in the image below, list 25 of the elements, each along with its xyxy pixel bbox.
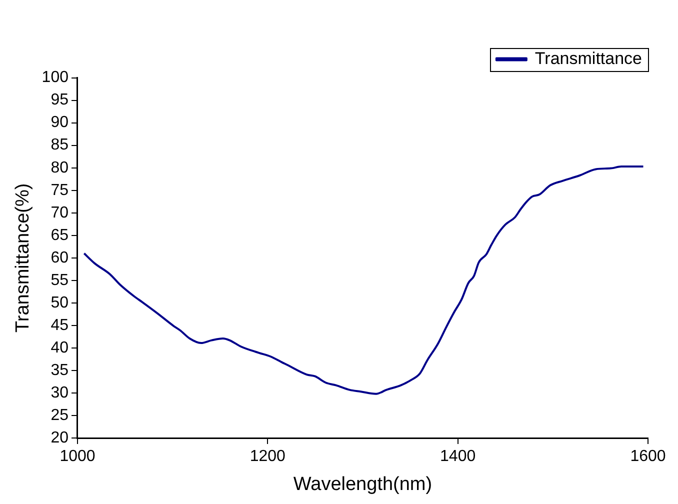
y-tick-label: 65 [50, 226, 69, 244]
y-tick-label: 75 [50, 182, 69, 199]
y-tick-label: 100 [42, 69, 69, 86]
y-tick-label: 25 [50, 406, 69, 424]
y-tick-label: 35 [50, 362, 69, 379]
y-tick-label: 50 [50, 294, 69, 312]
x-tick-label: 1200 [250, 448, 286, 466]
y-tick-label: 80 [50, 159, 69, 176]
x-tick-label: 1000 [60, 448, 96, 466]
y-tick-label: 95 [50, 92, 69, 109]
y-tick-label: 70 [50, 204, 69, 222]
y-tick-label: 85 [50, 136, 69, 154]
y-tick-label: 55 [50, 272, 69, 289]
legend-label: Transmittance [534, 48, 642, 68]
y-tick-label: 45 [50, 316, 69, 334]
y-tick-label: 60 [50, 249, 69, 266]
x-tick-label: 1400 [440, 448, 476, 466]
x-tick-label: 1600 [630, 448, 666, 466]
x-axis-title: Wavelength(nm) [293, 474, 432, 495]
y-tick-label: 90 [50, 114, 69, 132]
y-tick-label: 40 [50, 339, 69, 356]
y-axis-title: Transmittance(%) [12, 183, 34, 333]
line-series [83, 166, 644, 395]
y-tick-label: 20 [50, 429, 69, 446]
y-tick-label: 30 [50, 384, 69, 402]
